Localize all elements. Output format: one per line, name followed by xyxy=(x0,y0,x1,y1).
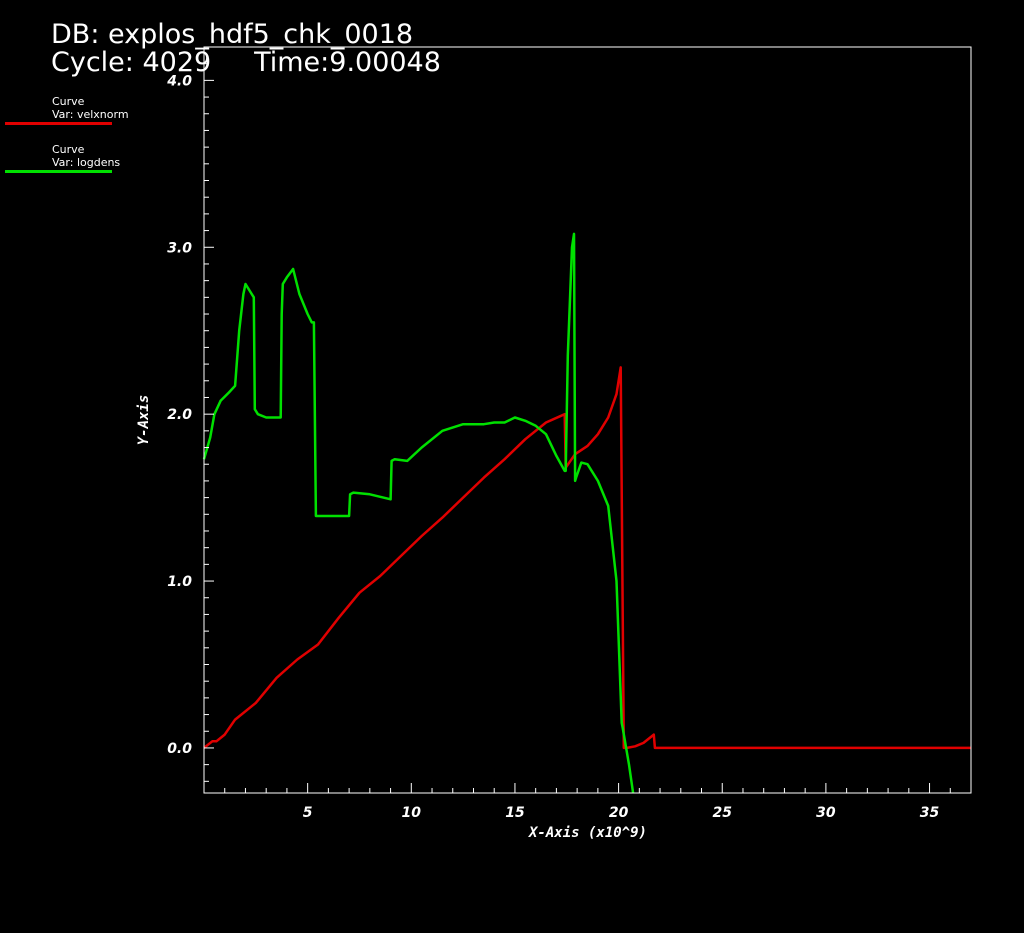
database-title: DB: explos_hdf5_chk_0018 xyxy=(51,19,414,50)
x-tick-label: 15 xyxy=(505,805,525,821)
y-axis-title: Y-Axis xyxy=(136,395,152,446)
legend-1-swatch xyxy=(5,170,112,173)
legend-1-var: Var: logdens xyxy=(52,156,121,169)
cycle-time-label: Cycle: 4029 Time:9.00048 xyxy=(51,47,441,78)
legend-0-kind: Curve xyxy=(52,95,85,108)
x-tick-label: 10 xyxy=(402,805,422,821)
x-tick-label: 20 xyxy=(609,805,629,821)
series-line-logdens xyxy=(202,232,635,794)
y-tick-label: 1.0 xyxy=(167,574,192,590)
x-tick-label: 25 xyxy=(713,805,733,821)
plot-frame xyxy=(203,46,972,794)
legend-0-var: Var: velxnorm xyxy=(52,108,129,121)
axis-ticks: 5 10 15 20 25 30 35 0.0 1.0 2.0 3.0 4.0 xyxy=(166,46,951,821)
y-tick-label: 4.0 xyxy=(166,73,192,89)
x-tick-label: 30 xyxy=(816,805,836,821)
legend-0-swatch xyxy=(5,122,112,125)
series-line-velxnorm xyxy=(203,366,971,750)
legend-1-kind: Curve xyxy=(52,143,85,156)
x-tick-label: 5 xyxy=(303,805,313,821)
y-tick-label: 2.0 xyxy=(167,407,192,423)
y-tick-label: 0.0 xyxy=(167,741,192,757)
plot-series xyxy=(202,232,971,794)
x-axis-title: X-Axis (x10^9) xyxy=(528,825,647,841)
y-tick-label: 3.0 xyxy=(167,240,192,256)
x-tick-label: 35 xyxy=(920,805,940,821)
